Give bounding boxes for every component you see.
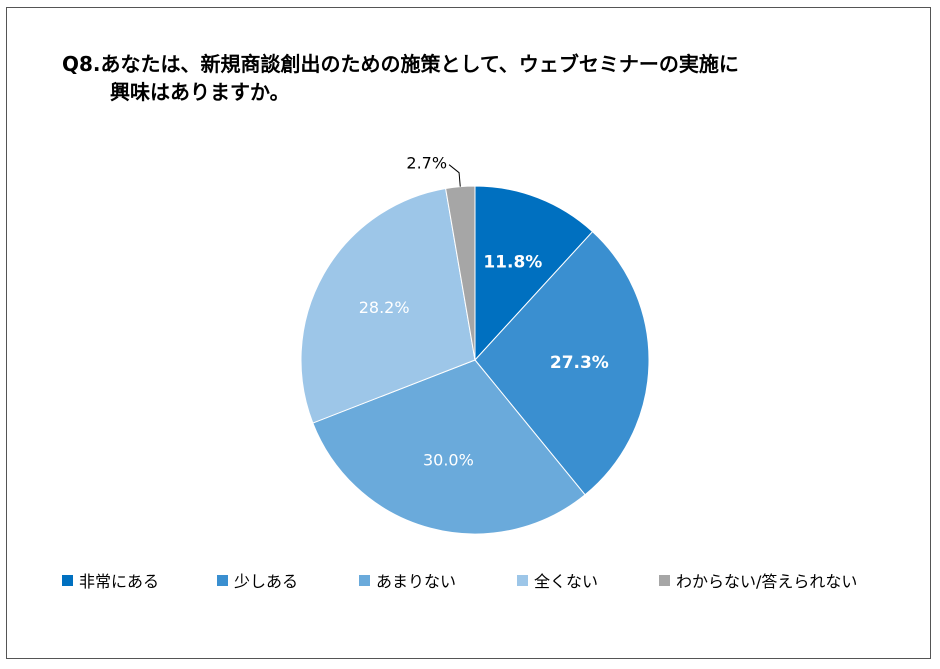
legend-label-2: あまりない xyxy=(376,572,457,591)
legend: 非常にある 少しある あまりない 全くない わからない/答えられない xyxy=(62,568,889,592)
pie-slice-3 xyxy=(300,187,476,424)
pie-slice-0 xyxy=(474,185,594,362)
pie-slice-2 xyxy=(312,359,586,535)
legend-swatch-0 xyxy=(62,574,73,586)
legend-label-0: 非常にある xyxy=(79,572,160,591)
pie-data-label-2: 30.0% xyxy=(423,450,474,469)
legend-item-2: あまりない xyxy=(359,568,517,592)
title-line-2: 興味はありますか。 xyxy=(110,80,290,104)
legend-swatch-2 xyxy=(359,574,370,586)
pie-data-label-0: 11.8% xyxy=(483,253,542,273)
legend-item-4: わからない/答えられない xyxy=(659,568,889,592)
pie-leader-line-4 xyxy=(448,164,461,187)
legend-label-3: 全くない xyxy=(534,572,599,591)
legend-item-3: 全くない xyxy=(517,568,659,592)
pie-data-label-4: 2.7% xyxy=(406,154,447,173)
pie-data-label-3: 28.2% xyxy=(359,298,410,317)
title-line-1: Q8.あなたは、新規商談創出のための施策として、ウェブセミナーの実施に xyxy=(62,52,739,76)
chart-title: Q8.あなたは、新規商談創出のための施策として、ウェブセミナーの実施に 興味はあ… xyxy=(62,50,882,106)
legend-label-1: 少しある xyxy=(234,572,299,591)
legend-swatch-4 xyxy=(659,574,670,586)
legend-swatch-1 xyxy=(217,574,228,586)
legend-swatch-3 xyxy=(517,574,528,586)
legend-item-0: 非常にある xyxy=(62,568,217,592)
legend-label-4: わからない/答えられない xyxy=(676,572,858,591)
legend-item-1: 少しある xyxy=(217,568,359,592)
pie-slice-1 xyxy=(474,230,650,496)
pie-data-label-1: 27.3% xyxy=(550,353,609,373)
pie-slice-4 xyxy=(445,185,476,361)
